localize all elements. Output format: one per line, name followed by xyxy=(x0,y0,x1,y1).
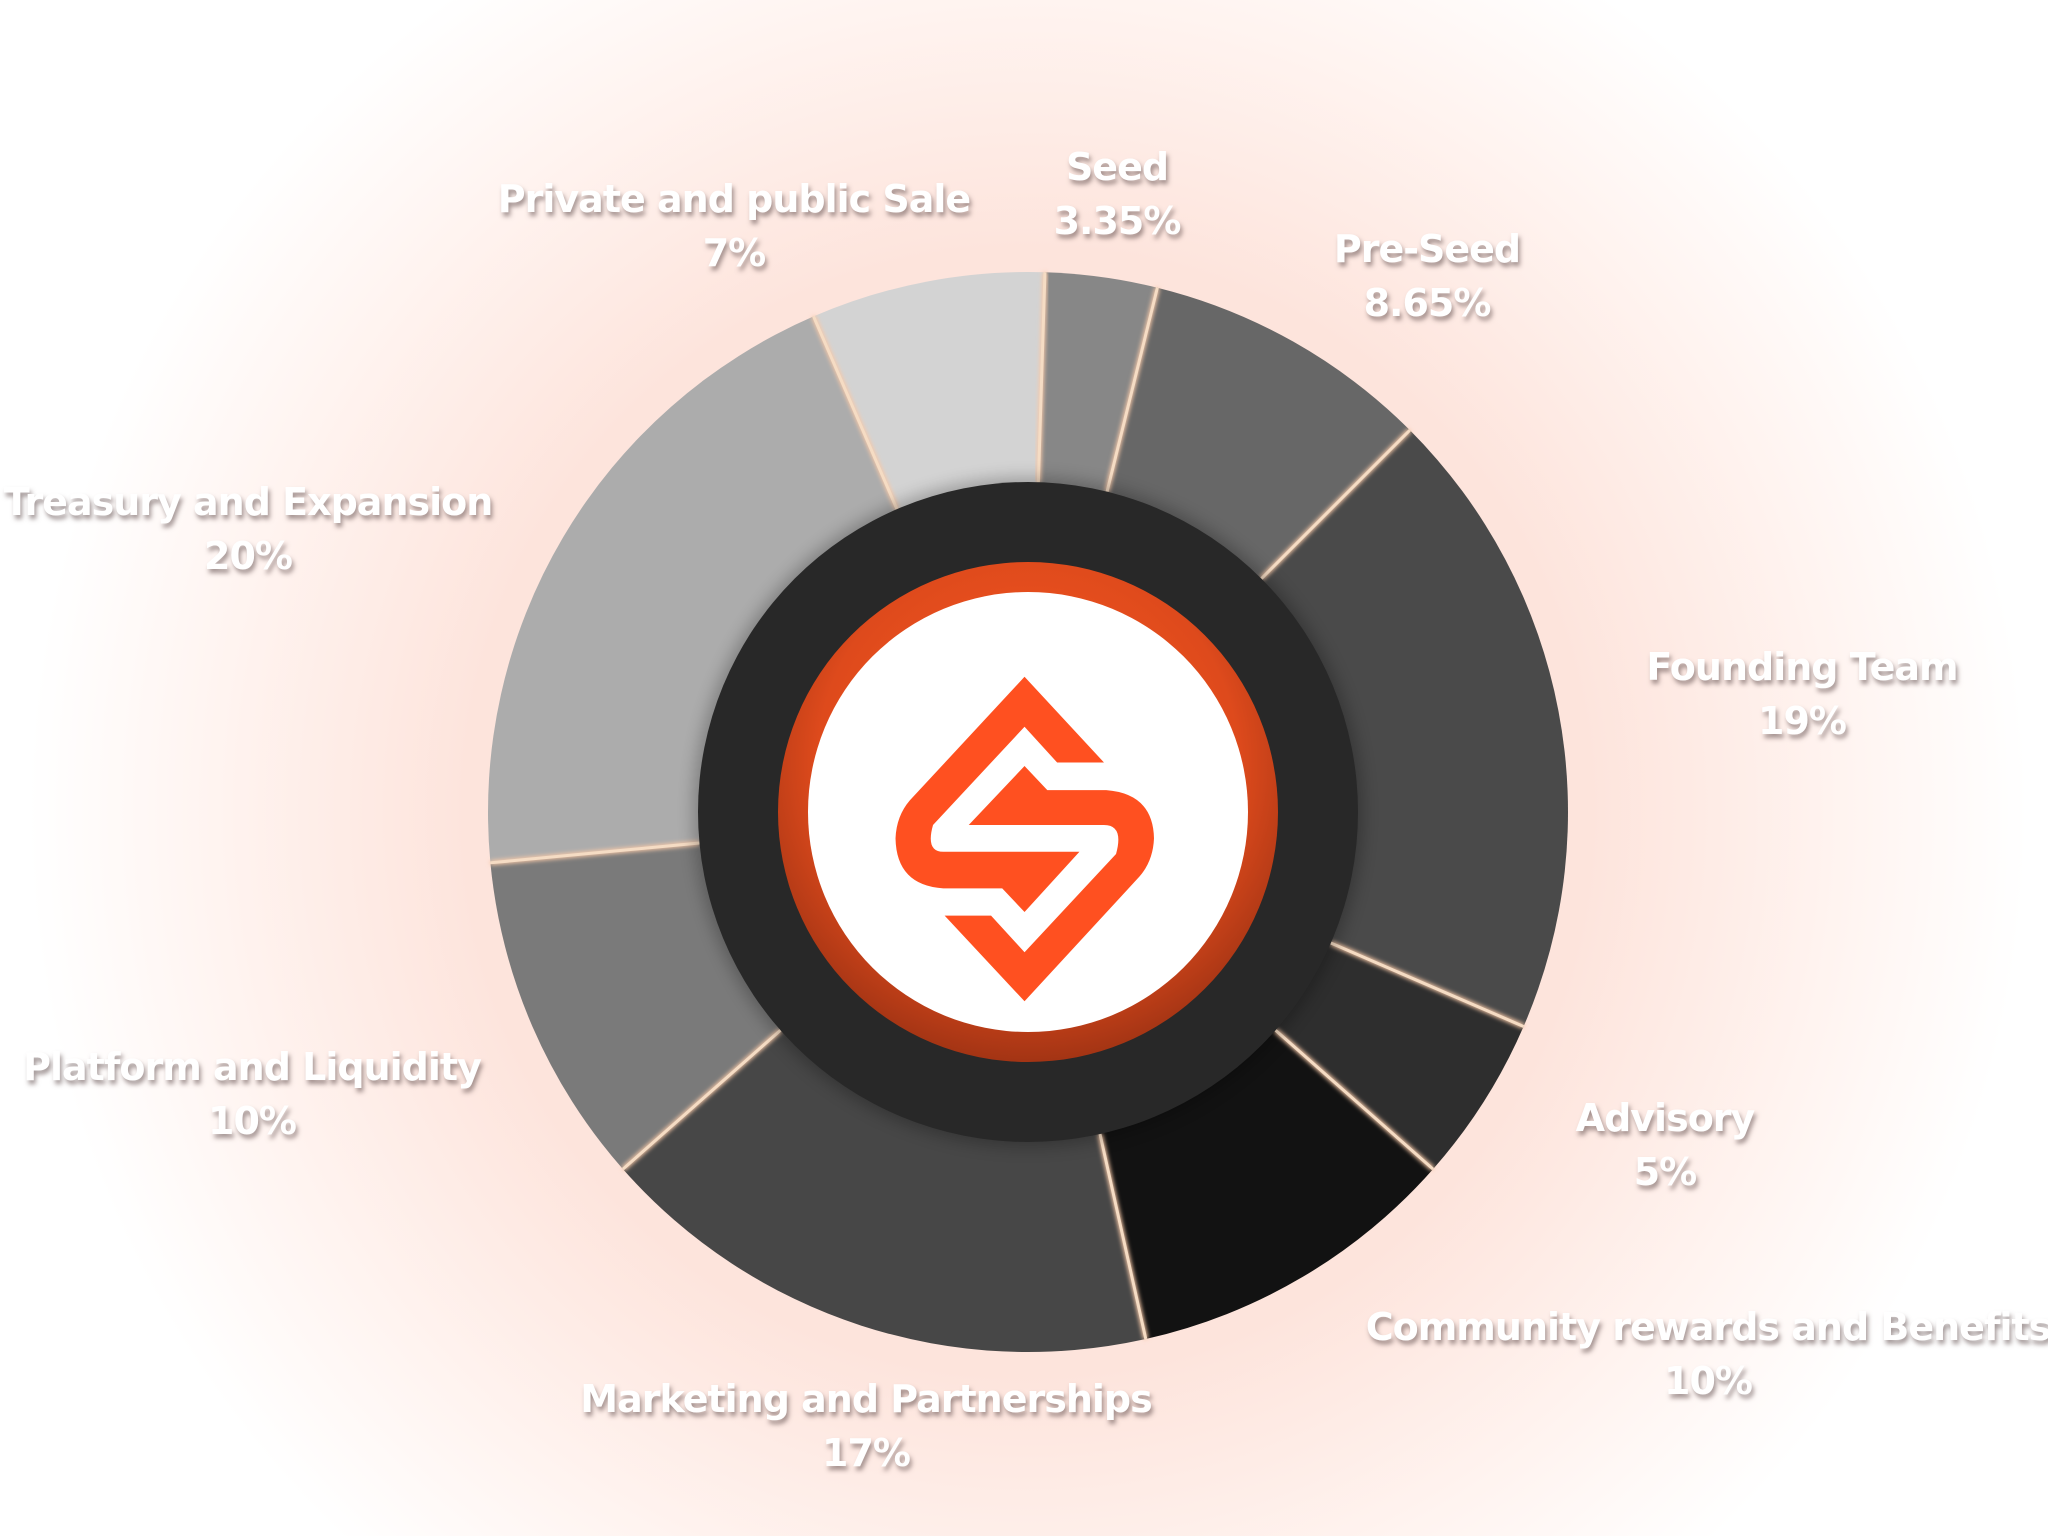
s-diamond-logo-icon xyxy=(895,676,1154,1002)
slice-label-value: 19% xyxy=(1758,699,1847,743)
slice-label-value: 10% xyxy=(1664,1359,1753,1403)
slice-separator xyxy=(1036,272,1047,483)
slice-label-name: Platform and Liquidity xyxy=(23,1045,482,1089)
slice-separator xyxy=(621,1029,782,1171)
slice-label-name: Founding Team xyxy=(1646,645,1958,689)
slice-label-value: 8.65% xyxy=(1363,281,1492,325)
slice-separator xyxy=(490,841,700,865)
slice-separator xyxy=(1098,1133,1148,1340)
slice-label: Community rewards and Benefits 10% xyxy=(1366,1300,2048,1408)
slice-separator xyxy=(1274,1029,1435,1171)
slice-label: Founding Team 19% xyxy=(1646,640,1958,748)
slice-label: Private and public Sale 7% xyxy=(497,172,971,280)
slice-label-value: 17% xyxy=(822,1431,911,1475)
slice-label-value: 20% xyxy=(204,534,293,578)
slice-label-name: Advisory xyxy=(1575,1096,1756,1140)
slice-label-name: Pre-Seed xyxy=(1333,227,1521,271)
slice-separator xyxy=(1105,287,1159,492)
slice-label: Treasury and Expansion 20% xyxy=(3,475,494,583)
slice-label-value: 3.35% xyxy=(1053,199,1182,243)
slice-separator xyxy=(1260,429,1411,580)
slice-label: Pre-Seed 8.65% xyxy=(1333,222,1521,330)
slice-label-name: Community rewards and Benefits xyxy=(1365,1305,2048,1349)
slice-label-name: Private and public Sale xyxy=(497,177,971,221)
slice-label: Platform and Liquidity 10% xyxy=(23,1040,482,1148)
slice-label-name: Seed xyxy=(1065,145,1169,189)
slice-label-name: Treasury and Expansion xyxy=(3,480,494,524)
slice-label-value: 7% xyxy=(702,231,767,275)
slice-label: Seed 3.35% xyxy=(1053,140,1182,248)
slice-label-name: Marketing and Partnerships xyxy=(580,1377,1152,1421)
slice-label: Marketing and Partnerships 17% xyxy=(580,1372,1152,1480)
slice-label-value: 5% xyxy=(1633,1150,1698,1194)
slice-label-value: 10% xyxy=(208,1099,297,1143)
slice-separator xyxy=(1330,941,1525,1028)
slice-label: Advisory 5% xyxy=(1575,1091,1756,1199)
slice-separator xyxy=(812,315,899,510)
